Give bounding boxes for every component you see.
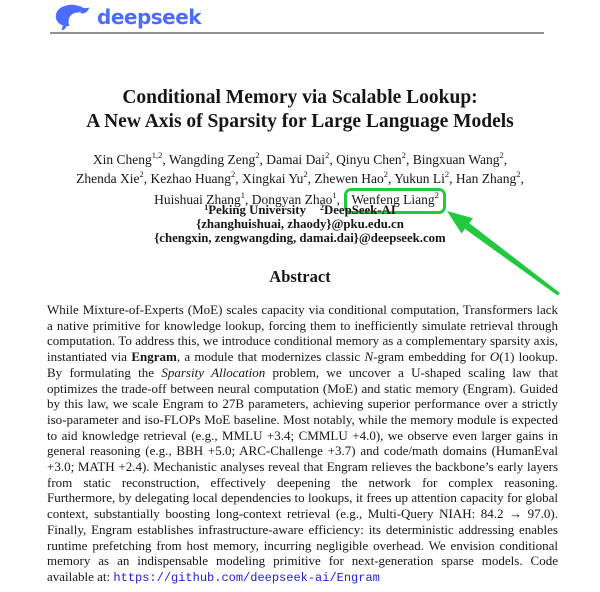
- affiliation-1: 1Peking University: [204, 203, 306, 217]
- affiliation-line: 1Peking University 2DeepSeek-AI: [0, 203, 600, 218]
- author: Damai Dai2,: [266, 150, 337, 167]
- deepseek-logo: deepseek: [54, 3, 202, 31]
- author-wenfeng-liang: Wenfeng Liang2: [343, 188, 446, 214]
- email-line-pku: {zhanghuishuai, zhaody}@pku.edu.cn: [196, 216, 404, 231]
- paper-title: Conditional Memory via Scalable Lookup: …: [0, 86, 600, 134]
- author: Han Zhang2,: [455, 168, 524, 186]
- header-divider: [50, 32, 544, 34]
- whale-icon: [54, 3, 92, 31]
- author: Bingxuan Wang2,: [412, 150, 508, 167]
- author-line-1: Xin Cheng1,2, Wangding Zeng2, Damai Dai2…: [0, 151, 600, 170]
- title-line-2: A New Axis of Sparsity for Large Languag…: [86, 111, 514, 132]
- code-repo-link[interactable]: https://github.com/deepseek-ai/Engram: [113, 570, 380, 585]
- author-line-2: Zhenda Xie2, Kezhao Huang2, Xingkai Yu2,…: [0, 168, 600, 189]
- author: Xingkai Yu2,: [242, 168, 315, 186]
- abstract-heading: Abstract: [269, 267, 331, 286]
- affiliations-block: 1Peking University 2DeepSeek-AI {zhanghui…: [0, 203, 600, 245]
- engram-bold: Engram: [131, 349, 177, 365]
- author: Yukun Li2,: [394, 168, 456, 186]
- author: Kezhao Huang2,: [150, 168, 243, 186]
- deepseek-wordmark: deepseek: [97, 5, 202, 29]
- author: Dongyan Zhao1,: [251, 190, 344, 207]
- abstract-text: While Mixture-of-Experts (MoE) scales ca…: [47, 302, 559, 585]
- author: Qinyu Chen2,: [336, 150, 413, 167]
- affiliation-2: 2DeepSeek-AI: [319, 203, 396, 217]
- title-line-1: Conditional Memory via Scalable Lookup:: [122, 87, 478, 108]
- highlight-box: Wenfeng Liang2: [344, 188, 446, 214]
- email-line-deepseek: {chengxin, zengwangding, damai.dai}@deep…: [154, 230, 446, 245]
- author: Zhewen Hao2,: [314, 168, 395, 186]
- author: Wangding Zeng2,: [168, 150, 267, 167]
- author-line-3: Huishuai Zhang1, Dongyan Zhao1, Wenfeng …: [0, 188, 600, 214]
- author: Huishuai Zhang1,: [154, 190, 252, 207]
- author-list: Xin Cheng1,2, Wangding Zeng2, Damai Dai2…: [0, 151, 600, 214]
- author: Zhenda Xie2,: [76, 168, 151, 186]
- author: Xin Cheng1,2,: [92, 150, 169, 167]
